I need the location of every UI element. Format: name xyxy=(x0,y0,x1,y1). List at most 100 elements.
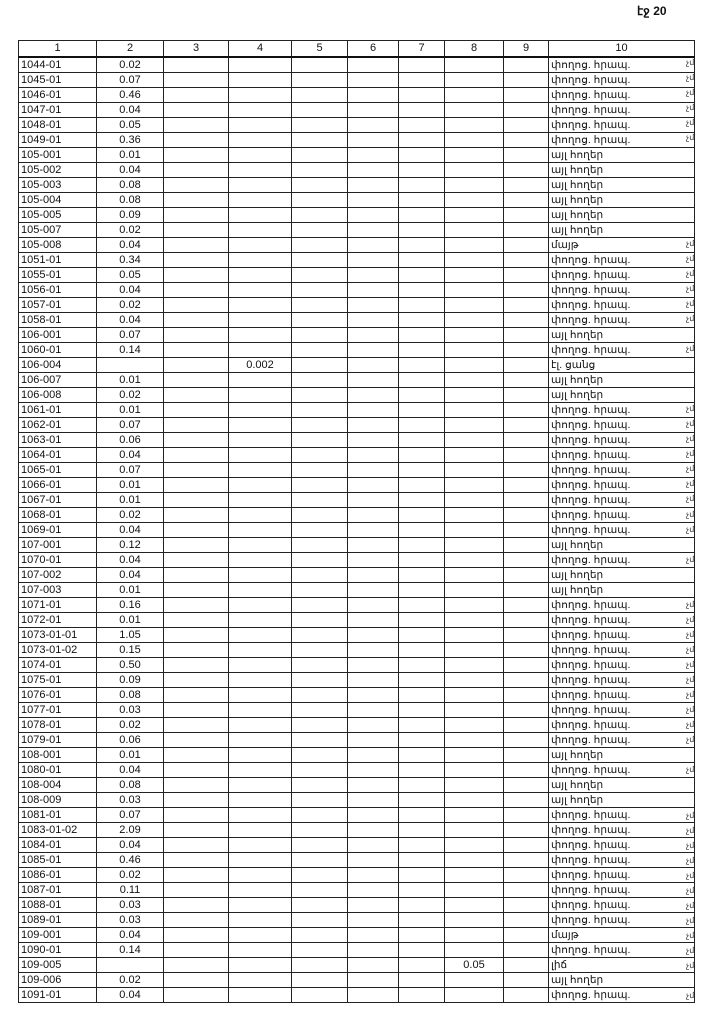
column-header-8: 8 xyxy=(444,40,504,58)
table-row: 1057-01 0.02 փողոց. հրապ. xyxy=(18,297,695,313)
value-cell-5 xyxy=(291,162,348,178)
land-type-cell: այլ հողեր xyxy=(548,747,695,763)
margin-mark: չմ xyxy=(686,991,695,1001)
value-cell-2: 0.07 xyxy=(96,462,164,478)
value-cell-8 xyxy=(444,312,504,328)
value-cell-3 xyxy=(163,357,229,373)
land-type-cell: այլ հողեր xyxy=(548,222,695,238)
value-cell-8 xyxy=(444,987,504,1003)
value-cell-5 xyxy=(291,327,348,343)
page-number: էջ 20 xyxy=(637,4,667,18)
value-cell-6 xyxy=(347,222,399,238)
value-cell-5 xyxy=(291,597,348,613)
table-row: 1062-01 0.07 փողոց. հրապ. xyxy=(18,417,695,433)
land-type-cell: փողոց. հրապ. xyxy=(548,432,695,448)
parcel-id-cell: 108-004 xyxy=(18,777,97,793)
value-cell-7 xyxy=(398,852,445,868)
parcel-id-cell: 105-008 xyxy=(18,237,97,253)
value-cell-3 xyxy=(163,567,229,583)
value-cell-3 xyxy=(163,252,229,268)
value-cell-7 xyxy=(398,147,445,163)
parcel-id-cell: 1089-01 xyxy=(18,912,97,928)
value-cell-7 xyxy=(398,417,445,433)
land-type-cell: փողոց. հրապ. xyxy=(548,342,695,358)
value-cell-8 xyxy=(444,297,504,313)
margin-mark: չմ xyxy=(686,298,695,308)
value-cell-8 xyxy=(444,867,504,883)
table-row: 1060-01 0.14 փողոց. հրապ. xyxy=(18,342,695,358)
value-cell-5 xyxy=(291,132,348,148)
value-cell-2: 0.08 xyxy=(96,192,164,208)
land-type-cell: փողոց. հրապ. xyxy=(548,417,695,433)
value-cell-9 xyxy=(503,342,549,358)
parcel-id-cell: 1091-01 xyxy=(18,987,97,1003)
value-cell-4 xyxy=(228,552,292,568)
margin-mark: չմ xyxy=(686,58,695,67)
margin-mark: չմ xyxy=(686,644,695,654)
value-cell-6 xyxy=(347,957,399,973)
value-cell-2: 0.02 xyxy=(96,972,164,988)
value-cell-2: 0.04 xyxy=(96,162,164,178)
margin-mark: չմ xyxy=(686,268,695,278)
value-cell-8 xyxy=(444,807,504,823)
parcel-id-cell: 1088-01 xyxy=(18,897,97,913)
table-row: 1065-01 0.07 փողոց. հրապ. xyxy=(18,462,695,478)
value-cell-8 xyxy=(444,822,504,838)
parcel-id-cell: 1062-01 xyxy=(18,417,97,433)
value-cell-6 xyxy=(347,252,399,268)
value-cell-6 xyxy=(347,912,399,928)
value-cell-7 xyxy=(398,447,445,463)
value-cell-8 xyxy=(444,432,504,448)
value-cell-2: 0.07 xyxy=(96,72,164,88)
value-cell-8 xyxy=(444,927,504,943)
value-cell-3 xyxy=(163,477,229,493)
value-cell-7 xyxy=(398,72,445,88)
parcel-id-cell: 105-004 xyxy=(18,192,97,208)
parcel-id-cell: 105-005 xyxy=(18,207,97,223)
margin-mark: չմ xyxy=(686,88,695,98)
margin-mark: չմ xyxy=(686,840,695,850)
parcel-id-cell: 1072-01 xyxy=(18,612,97,628)
parcel-id-cell: 1090-01 xyxy=(18,942,97,958)
value-cell-8 xyxy=(444,357,504,373)
margin-mark: չմ xyxy=(686,343,695,353)
value-cell-5 xyxy=(291,867,348,883)
margin-mark: չմ xyxy=(686,825,695,835)
value-cell-5 xyxy=(291,312,348,328)
value-cell-5 xyxy=(291,552,348,568)
land-type-cell: փողոց. հրապ. xyxy=(548,56,695,73)
value-cell-4 xyxy=(228,72,292,88)
value-cell-8 xyxy=(444,267,504,283)
parcel-id-cell: 1079-01 xyxy=(18,732,97,748)
value-cell-3 xyxy=(163,552,229,568)
value-cell-7 xyxy=(398,957,445,973)
value-cell-8 xyxy=(444,912,504,928)
value-cell-5 xyxy=(291,807,348,823)
table-row: 106-001 0.07 այլ հողեր xyxy=(18,327,695,343)
value-cell-4 xyxy=(228,687,292,703)
value-cell-2: 0.06 xyxy=(96,732,164,748)
parcel-id-cell: 106-007 xyxy=(18,372,97,388)
value-cell-6 xyxy=(347,762,399,778)
value-cell-7 xyxy=(398,297,445,313)
value-cell-6 xyxy=(347,522,399,538)
value-cell-6 xyxy=(347,702,399,718)
value-cell-5 xyxy=(291,672,348,688)
value-cell-8 xyxy=(444,417,504,433)
margin-mark: չմ xyxy=(686,614,695,624)
parcel-id-cell: 1063-01 xyxy=(18,432,97,448)
land-type-cell: փողոց. հրապ. xyxy=(548,657,695,673)
value-cell-5 xyxy=(291,657,348,673)
value-cell-8 xyxy=(444,327,504,343)
value-cell-4 xyxy=(228,732,292,748)
value-cell-7 xyxy=(398,732,445,748)
parcel-id-cell: 108-009 xyxy=(18,792,97,808)
value-cell-7 xyxy=(398,597,445,613)
value-cell-8 xyxy=(444,597,504,613)
value-cell-2: 0.08 xyxy=(96,177,164,193)
value-cell-8 xyxy=(444,762,504,778)
table-row: 108-004 0.08 այլ հողեր xyxy=(18,777,695,793)
value-cell-4 xyxy=(228,597,292,613)
value-cell-6 xyxy=(347,432,399,448)
margin-mark: չմ xyxy=(686,73,695,83)
